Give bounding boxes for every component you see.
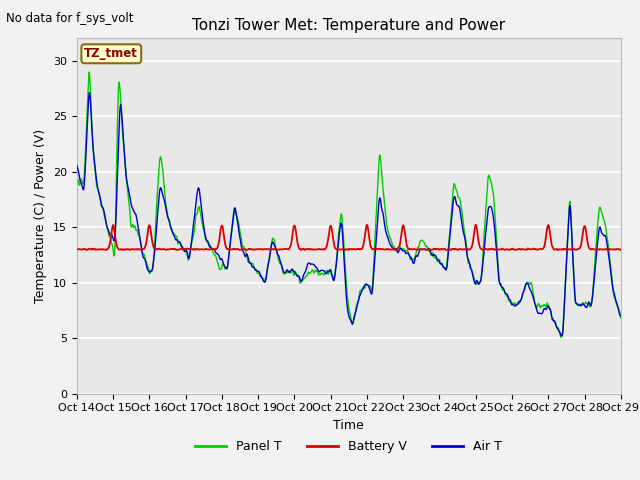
X-axis label: Time: Time [333, 419, 364, 432]
Y-axis label: Temperature (C) / Power (V): Temperature (C) / Power (V) [35, 129, 47, 303]
Legend: Panel T, Battery V, Air T: Panel T, Battery V, Air T [190, 435, 508, 458]
Text: TZ_tmet: TZ_tmet [84, 47, 138, 60]
Title: Tonzi Tower Met: Temperature and Power: Tonzi Tower Met: Temperature and Power [192, 18, 506, 33]
Text: No data for f_sys_volt: No data for f_sys_volt [6, 12, 134, 25]
